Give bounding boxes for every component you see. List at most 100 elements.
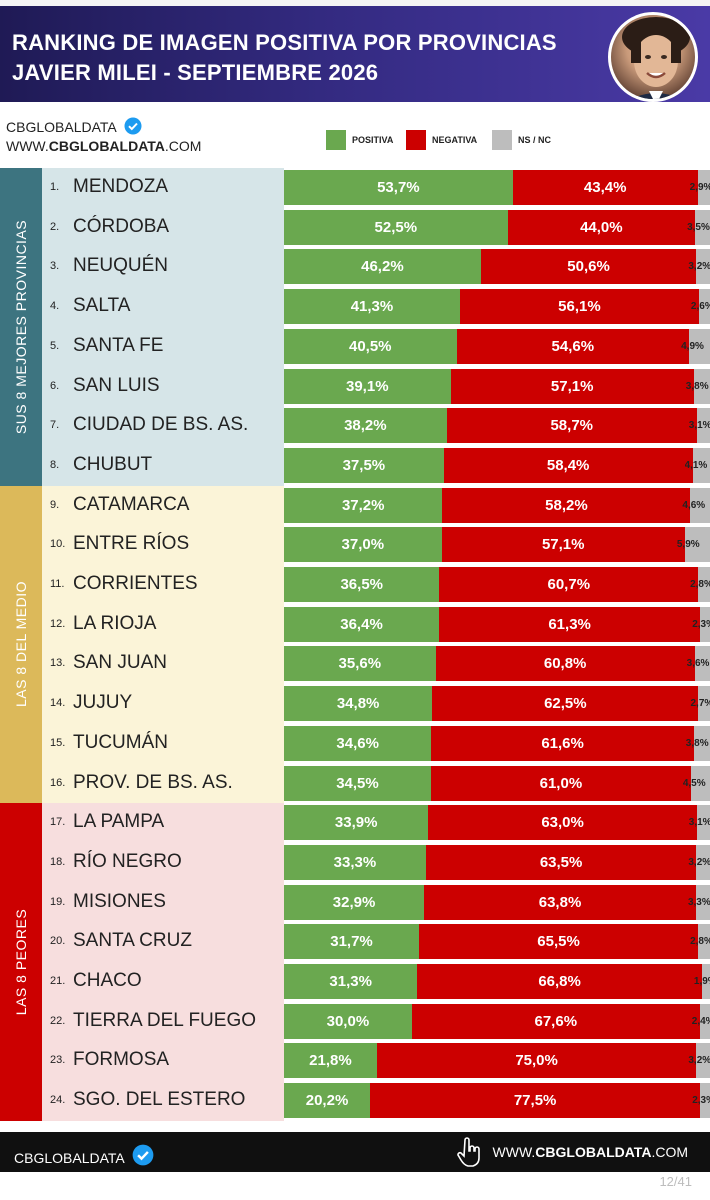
rank-number: 12. [50, 617, 66, 630]
label-negative: 63,8% [538, 893, 582, 911]
chart-title: RANKING DE IMAGEN POSITIVA POR PROVINCIA… [12, 30, 557, 55]
province-name: SAN JUAN [73, 652, 167, 674]
verified-icon [124, 117, 142, 135]
rank-number: 19. [50, 895, 66, 908]
bar-negative [439, 606, 701, 642]
label-positive: 35,6% [338, 655, 382, 673]
bar-positive [284, 567, 440, 602]
footer-brand-text: CBGLOBALDATA [14, 1150, 124, 1166]
bar-positive [284, 408, 447, 444]
rank-number: 8. [50, 458, 60, 471]
province-name: NEUQUÉN [73, 255, 169, 277]
legend-label: NS / NC [518, 135, 552, 145]
label-negative: 63,0% [541, 814, 584, 832]
footer-url-suffix: .COM [651, 1144, 688, 1160]
bar-nsnc [696, 805, 710, 841]
group-band [0, 168, 42, 486]
label-nsnc: 2,7% [690, 698, 710, 710]
bar-positive [284, 209, 508, 245]
bar-negative [456, 328, 690, 364]
label-positive: 52,5% [374, 218, 418, 236]
label-nsnc: 5,9% [676, 539, 700, 551]
group-label: SUS 8 MEJORES PROVINCIAS [13, 219, 29, 434]
bar-positive [284, 606, 440, 642]
label-negative: 77,5% [513, 1092, 557, 1110]
bar-positive [284, 964, 418, 999]
province-name: SALTA [73, 295, 131, 317]
bar-negative [425, 844, 697, 880]
bar-positive [284, 646, 436, 682]
bar-positive [284, 289, 460, 325]
province-name: TIERRA DEL FUEGO [73, 1009, 256, 1031]
province-name: CHACO [73, 970, 142, 991]
legend-label: NEGATIVA [432, 135, 478, 145]
label-nsnc: 4,5% [682, 777, 706, 789]
table-row: 12. LA RIOJA 36,4% 61,3% 2,3% [42, 606, 710, 642]
brand-url[interactable]: WWW.CBGLOBALDATA.COM [6, 138, 201, 154]
rank-number: 22. [50, 1014, 66, 1027]
bar-nsnc [698, 567, 710, 602]
label-nsnc: 3,2% [688, 261, 710, 273]
rank-number: 20. [50, 935, 66, 948]
bar-negative [370, 1083, 701, 1119]
bar-nsnc [696, 844, 710, 880]
group-band [0, 485, 42, 804]
province-name: LA PAMPA [73, 811, 165, 833]
table-row: 2. CÓRDOBA 52,5% 44,0% 3,5% [42, 209, 710, 245]
label-negative: 61,6% [541, 734, 584, 752]
bar-negative [439, 567, 699, 602]
label-positive: 31,7% [330, 933, 373, 951]
label-negative: 56,1% [558, 298, 601, 316]
label-nsnc: 3,1% [688, 420, 710, 432]
label-nsnc: 4,6% [682, 499, 706, 511]
bar-nsnc [690, 765, 710, 801]
label-nsnc: 2,9% [689, 182, 710, 193]
brand-url-prefix: WWW. [6, 138, 49, 154]
bar-positive [284, 328, 457, 364]
table-row: 11. CORRIENTES 36,5% 60,7% 2,8% [42, 567, 710, 602]
province-name: MISIONES [73, 890, 166, 912]
rank-number: 5. [50, 339, 60, 352]
label-negative: 57,1% [541, 536, 585, 554]
chart-subtitle: JAVIER MILEI - SEPTIEMBRE 2026 [12, 60, 379, 85]
pointer-hand-icon [457, 1137, 480, 1167]
rank-number: 14. [50, 697, 66, 710]
bar-negative [432, 686, 699, 722]
label-nsnc: 3,1% [688, 817, 710, 829]
label-negative: 43,4% [583, 179, 627, 196]
footer-url[interactable]: WWW.CBGLOBALDATA.COM [493, 1144, 688, 1160]
bar-nsnc [698, 924, 710, 960]
group-label: LAS 8 PEORES [13, 908, 29, 1016]
table-row: 16. PROV. DE BS. AS. 34,5% 61,0% 4,5% [42, 765, 710, 801]
label-nsnc: 3,2% [688, 1055, 710, 1067]
footer-brand: CBGLOBALDATA [14, 1144, 154, 1166]
bar-negative [411, 1003, 700, 1039]
bar-nsnc [699, 1003, 710, 1039]
rank-number: 23. [50, 1054, 66, 1067]
label-positive: 46,2% [361, 258, 404, 276]
province-name: JUJUY [73, 692, 133, 714]
rank-number: 4. [50, 300, 60, 313]
label-negative: 54,6% [551, 337, 595, 355]
table-row: 19. MISIONES 32,9% 63,8% 3,3% [42, 884, 710, 920]
label-negative: 44,0% [580, 218, 623, 236]
label-positive: 37,2% [341, 496, 385, 514]
bar-negative [480, 249, 697, 285]
bar-nsnc [696, 249, 710, 285]
brand-url-suffix: .COM [164, 138, 202, 154]
bar-negative [459, 289, 699, 325]
province-name: FORMOSA [73, 1049, 170, 1071]
label-positive: 34,6% [336, 734, 379, 752]
label-positive: 36,5% [340, 576, 384, 593]
label-positive: 53,7% [377, 179, 420, 196]
province-name: TUCUMÁN [73, 731, 168, 753]
rank-number: 13. [50, 657, 66, 670]
bar-nsnc [693, 725, 710, 761]
bar-negative [435, 646, 695, 682]
label-negative: 50,6% [567, 258, 610, 276]
table-row: 20. SANTA CRUZ 31,7% 65,5% 2,8% [42, 924, 710, 960]
bar-positive [284, 884, 425, 920]
table-row: 14. JUJUY 34,8% 62,5% 2,7% [42, 686, 710, 722]
table-row: 22. TIERRA DEL FUEGO 30,0% 67,6% 2,4% [42, 1003, 710, 1039]
province-name: SGO. DEL ESTERO [73, 1089, 246, 1111]
